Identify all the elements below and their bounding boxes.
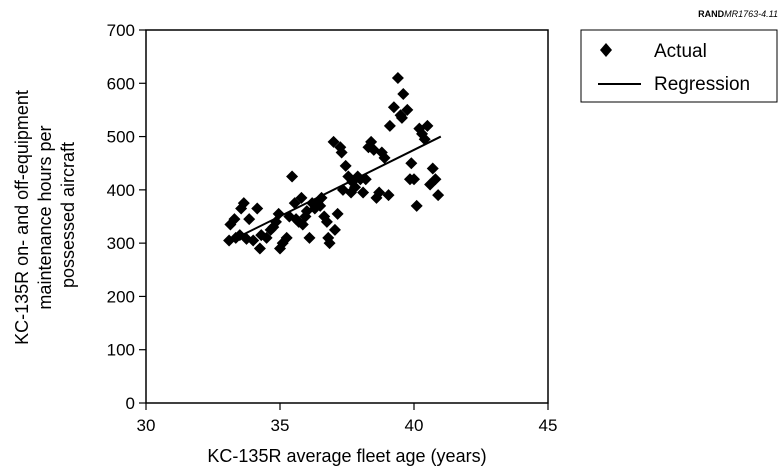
- data-point-actual: [378, 151, 391, 164]
- data-point-actual: [357, 186, 370, 199]
- data-point-actual: [349, 181, 362, 194]
- data-point-actual: [426, 162, 439, 175]
- data-point-actual: [253, 242, 266, 255]
- data-point-actual: [320, 215, 333, 228]
- data-point-actual: [286, 170, 299, 183]
- regression-line: [228, 135, 442, 243]
- data-point-actual: [314, 199, 327, 212]
- y-tick-label: 500: [107, 128, 135, 147]
- data-point-actual: [260, 231, 273, 244]
- data-point-actual: [323, 237, 336, 250]
- figure-id: RANDMR1763-4.11: [698, 9, 778, 19]
- data-point-actual: [328, 223, 341, 236]
- data-point-actual: [280, 231, 293, 244]
- data-point-actual: [429, 173, 442, 186]
- data-point-actual: [395, 111, 408, 124]
- data-point-actual: [228, 213, 241, 226]
- data-point-actual: [303, 231, 316, 244]
- data-point-actual: [397, 87, 410, 100]
- data-point-actual: [382, 189, 395, 202]
- legend-diamond-icon: [600, 43, 612, 57]
- data-point-actual: [327, 135, 340, 148]
- x-tick-label: 35: [271, 416, 290, 435]
- data-point-actual: [391, 71, 404, 84]
- legend: Actual Regression: [580, 29, 778, 103]
- data-point-actual: [405, 157, 418, 170]
- y-axis-title-line-1: KC-135R on- and off-equipment: [12, 90, 32, 345]
- data-point-actual: [383, 119, 396, 132]
- data-point-actual: [408, 173, 420, 186]
- legend-label-regression: Regression: [654, 74, 750, 95]
- data-point-actual: [339, 159, 352, 172]
- y-axis-title: KC-135R on- and off-equipment maintenanc…: [12, 85, 78, 345]
- figure-id-prefix: RAND: [698, 9, 724, 19]
- figure-id-code: MR1763-4.11: [724, 9, 778, 19]
- data-point-actual: [410, 199, 423, 212]
- x-axis-ticks: 30 35 40 45: [137, 403, 558, 435]
- series-regression: [228, 135, 442, 243]
- data-point-actual: [251, 202, 264, 215]
- y-tick-label: 400: [107, 181, 135, 200]
- data-point-actual: [432, 189, 445, 202]
- x-tick-label: 45: [539, 416, 558, 435]
- legend-label-actual: Actual: [654, 41, 707, 62]
- data-point-actual: [243, 213, 256, 226]
- data-point-actual: [247, 234, 260, 247]
- y-tick-label: 600: [107, 74, 135, 93]
- data-point-actual: [237, 197, 250, 210]
- y-tick-label: 200: [107, 287, 135, 306]
- data-point-actual: [387, 101, 400, 114]
- y-axis-title-line-2: maintenance hours per: [35, 125, 55, 309]
- x-tick-label: 30: [137, 416, 156, 435]
- plot-frame: [145, 29, 549, 404]
- y-tick-label: 0: [126, 394, 135, 413]
- series-actual: [223, 71, 445, 255]
- data-point-actual: [288, 197, 301, 210]
- y-axis-title-line-3: possessed aircraft: [58, 142, 78, 288]
- data-point-actual: [373, 186, 386, 199]
- legend-box: [580, 29, 778, 103]
- y-tick-label: 300: [107, 234, 135, 253]
- y-tick-label: 100: [107, 341, 135, 360]
- data-point-actual: [295, 191, 308, 204]
- data-point-actual: [272, 207, 285, 220]
- x-tick-label: 40: [405, 416, 424, 435]
- x-axis-title: KC-135R average fleet age (years): [207, 446, 486, 466]
- data-point-actual: [335, 146, 348, 159]
- data-point-actual: [331, 207, 344, 220]
- y-axis-ticks: 0 100 200 300 400 500 600 700: [107, 21, 146, 413]
- y-tick-label: 700: [107, 21, 135, 40]
- data-point-actual: [401, 103, 414, 116]
- data-point-actual: [421, 119, 434, 132]
